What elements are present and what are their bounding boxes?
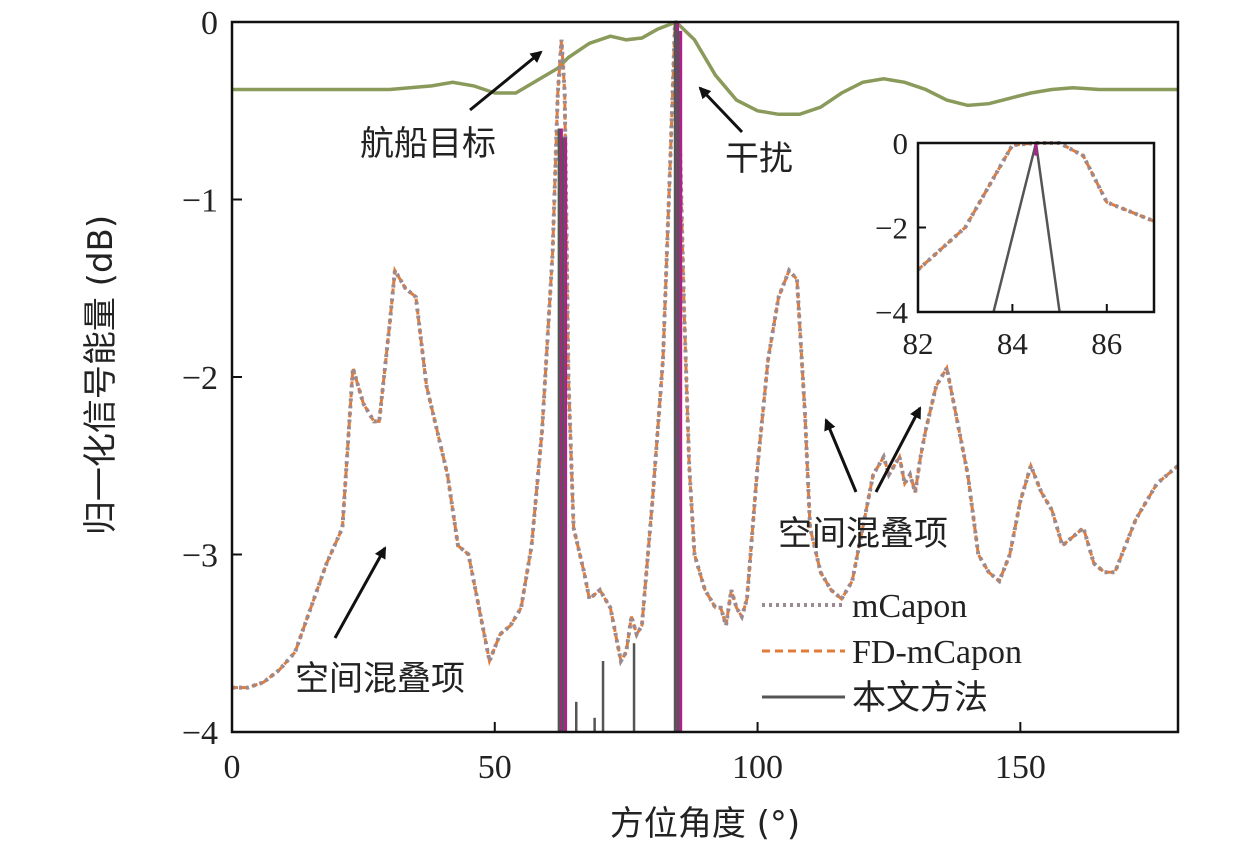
legend-label-proposed: 本文方法 xyxy=(852,678,988,718)
inset-x-tick-label: 82 xyxy=(903,326,934,361)
inset-x-tick-label: 86 xyxy=(1091,326,1122,361)
annotation-arrow-interference xyxy=(698,86,744,134)
main-plot: 0 50 100 150 0 −1 −2 −3 −4 xyxy=(182,5,1180,786)
y-tick-label: −1 xyxy=(182,183,218,220)
legend: mCapon FD-mCapon 本文方法 xyxy=(762,588,1022,718)
annotation-spatial-aliasing-right: 空间混叠项 xyxy=(778,514,948,554)
annotation-arrow-aliasing-right-b xyxy=(874,406,922,493)
x-tick-label: 50 xyxy=(478,749,512,786)
x-tick-label: 100 xyxy=(732,749,783,786)
inset-x-tick-label: 84 xyxy=(997,326,1029,361)
annotation-arrow-ship xyxy=(469,50,543,112)
legend-label-fd-mcapon: FD-mCapon xyxy=(852,634,1022,671)
y-tick-label: −2 xyxy=(182,360,218,397)
series-beam-pattern xyxy=(232,19,1178,117)
legend-label-mcapon: mCapon xyxy=(852,588,967,625)
y-tick-label: −3 xyxy=(182,538,218,575)
annotation-arrow-aliasing-right-a xyxy=(824,418,858,493)
annotation-arrow-aliasing-left xyxy=(333,546,387,639)
series-mcapon xyxy=(232,21,1180,690)
inset-y-tick-label: −2 xyxy=(875,211,908,246)
y-tick-label: 0 xyxy=(201,5,218,42)
y-tick-label: −4 xyxy=(182,715,218,752)
inset-series-mcapon xyxy=(916,141,1155,272)
x-tick-label: 0 xyxy=(224,749,241,786)
annotation-spatial-aliasing-left: 空间混叠项 xyxy=(295,659,465,699)
inset-y-tick-label: 0 xyxy=(893,126,909,161)
inset-background xyxy=(918,143,1154,312)
x-axis-label: 方位角度 (°) xyxy=(610,804,800,844)
y-axis-label: 归一化信号能量 (dB) xyxy=(81,215,121,535)
annotation-ship-target: 航船目标 xyxy=(360,124,496,164)
x-tick-label: 150 xyxy=(995,749,1046,786)
inset-plot: 82 84 86 0 −2 −4 xyxy=(875,126,1156,361)
annotation-interference: 干扰 xyxy=(725,139,793,179)
inset-y-tick-label: −4 xyxy=(875,295,908,330)
